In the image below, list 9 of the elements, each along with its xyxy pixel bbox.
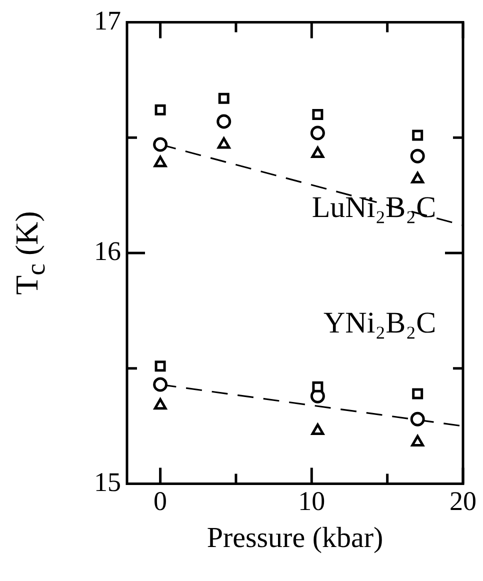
x-tick-label: 10 [298,486,326,516]
x-tick-label: 20 [450,486,476,516]
x-tick-label: 0 [154,486,168,516]
y-tick-label: 15 [94,466,121,497]
x-axis-title: Pressure (kbar) [206,522,384,554]
annotation: LuNi₂B₂C [312,191,436,224]
annotation: YNi₂B₂C [324,306,436,340]
y-tick-label: 17 [94,5,121,36]
y-tick-label: 16 [94,236,121,266]
